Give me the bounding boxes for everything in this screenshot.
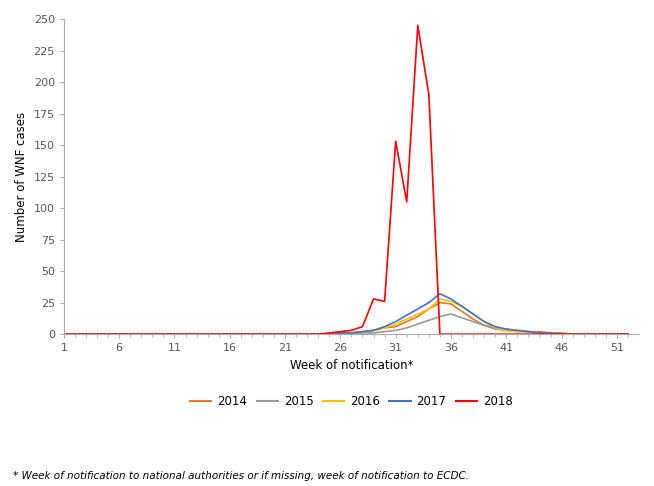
X-axis label: Week of notification*: Week of notification*	[290, 359, 413, 372]
2014	[259, 331, 267, 337]
2014	[425, 306, 433, 312]
2015	[104, 331, 112, 337]
2018	[326, 330, 334, 336]
2018	[60, 331, 68, 337]
2015	[60, 331, 68, 337]
2016	[403, 316, 411, 322]
2018	[414, 22, 422, 28]
2016	[436, 296, 444, 302]
2015	[403, 325, 411, 331]
Text: * Week of notification to national authorities or if missing, week of notificati: * Week of notification to national autho…	[13, 471, 469, 481]
2018	[436, 331, 444, 337]
Line: 2017: 2017	[64, 294, 628, 334]
2018	[624, 331, 632, 337]
2015	[624, 331, 632, 337]
2017	[403, 312, 411, 318]
2014	[436, 300, 444, 306]
2017	[436, 291, 444, 297]
2015	[447, 311, 455, 317]
2014	[326, 331, 334, 337]
Line: 2018: 2018	[64, 25, 628, 334]
2018	[591, 331, 598, 337]
2017	[104, 331, 112, 337]
2017	[326, 331, 334, 337]
2017	[425, 300, 433, 306]
Line: 2015: 2015	[64, 314, 628, 334]
2016	[259, 331, 267, 337]
2018	[259, 331, 267, 337]
Line: 2014: 2014	[64, 303, 628, 334]
2016	[104, 331, 112, 337]
2015	[259, 331, 267, 337]
2016	[624, 331, 632, 337]
Y-axis label: Number of WNF cases: Number of WNF cases	[15, 111, 28, 242]
2015	[425, 317, 433, 323]
Legend: 2014, 2015, 2016, 2017, 2018: 2014, 2015, 2016, 2017, 2018	[185, 391, 517, 413]
2014	[60, 331, 68, 337]
2017	[60, 331, 68, 337]
2016	[425, 306, 433, 312]
2017	[624, 331, 632, 337]
2016	[60, 331, 68, 337]
2014	[624, 331, 632, 337]
2016	[326, 331, 334, 337]
2014	[403, 319, 411, 325]
2016	[591, 331, 598, 337]
2017	[591, 331, 598, 337]
2015	[591, 331, 598, 337]
2018	[104, 331, 112, 337]
2014	[104, 331, 112, 337]
2014	[591, 331, 598, 337]
2015	[326, 331, 334, 337]
Line: 2016: 2016	[64, 299, 628, 334]
2018	[403, 199, 411, 205]
2017	[259, 331, 267, 337]
